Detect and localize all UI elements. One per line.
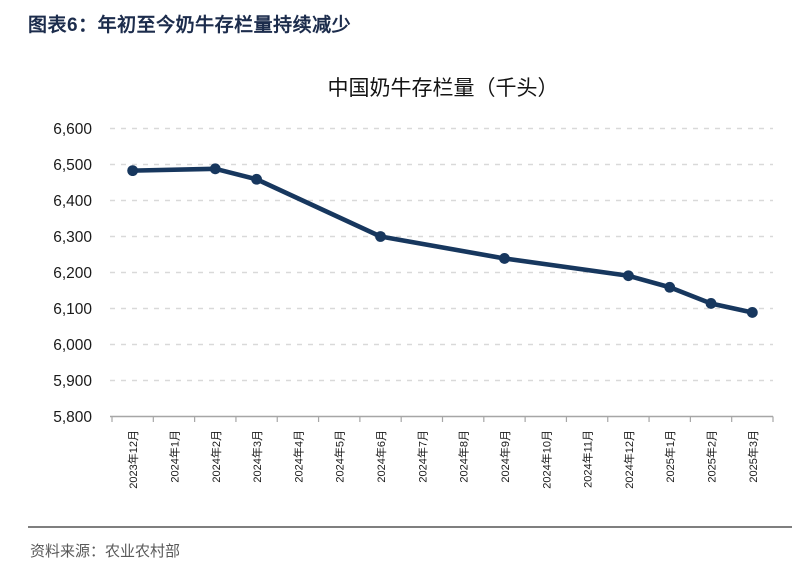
y-tick-label: 6,200 xyxy=(53,265,92,282)
y-tick-label: 5,800 xyxy=(53,409,92,426)
x-tick-label: 2024年1月 xyxy=(167,430,181,483)
y-tick-label: 6,500 xyxy=(53,157,92,174)
y-tick-label: 6,000 xyxy=(53,337,92,354)
x-tick-label: 2023年12月 xyxy=(126,430,140,489)
y-tick-label: 6,600 xyxy=(53,121,92,138)
y-axis-labels: 5,800 5,900 6,000 6,100 6,200 6,300 6,400 6,500… xyxy=(53,121,92,426)
data-point-marker xyxy=(623,270,634,282)
y-tick-label: 6,400 xyxy=(53,193,92,210)
x-tick-label: 2024年9月 xyxy=(498,430,512,483)
footer-divider xyxy=(28,526,792,528)
y-tick-label: 6,100 xyxy=(53,301,92,318)
data-point-marker xyxy=(705,298,717,309)
x-tick-label: 2024年4月 xyxy=(291,430,305,483)
gridlines xyxy=(110,127,773,382)
series-line xyxy=(130,166,755,315)
data-point-marker xyxy=(499,253,510,264)
x-tick-label: 2024年12月 xyxy=(622,430,636,489)
x-tick-label: 2024年5月 xyxy=(333,430,347,483)
x-tick-label: 2024年3月 xyxy=(250,430,264,483)
x-axis-labels: 2023年12月 2024年1月 2024年2月 2024年3月 2024年4月 2024… xyxy=(126,430,760,489)
figure-header-title: 图表6：年初至今奶牛存栏量持续减少 xyxy=(28,15,352,36)
x-tick-label: 2025年1月 xyxy=(663,430,677,483)
data-point-marker xyxy=(375,231,386,242)
y-tick-label: 6,300 xyxy=(53,229,92,246)
data-points xyxy=(127,163,758,318)
y-tick-label: 5,900 xyxy=(53,373,92,390)
x-axis xyxy=(110,415,774,422)
source-note: 资料来源：农业农村部 xyxy=(30,543,181,560)
x-tick-label: 2024年8月 xyxy=(457,430,471,483)
x-tick-label: 2024年7月 xyxy=(415,430,429,483)
data-point-marker xyxy=(209,163,221,175)
x-tick-label: 2024年10月 xyxy=(539,430,553,489)
data-point-marker xyxy=(746,307,758,318)
x-tick-label: 2025年3月 xyxy=(746,430,760,483)
x-tick-label: 2025年2月 xyxy=(705,430,719,483)
data-point-marker xyxy=(251,173,262,185)
x-tick-label: 2024年2月 xyxy=(209,430,223,483)
data-point-marker xyxy=(664,281,676,293)
data-point-marker xyxy=(127,165,139,177)
chart-title: 中国奶牛存栏量（千头） xyxy=(327,77,559,100)
x-tick-label: 2024年11月 xyxy=(581,430,595,488)
x-tick-label: 2024年6月 xyxy=(374,430,388,483)
